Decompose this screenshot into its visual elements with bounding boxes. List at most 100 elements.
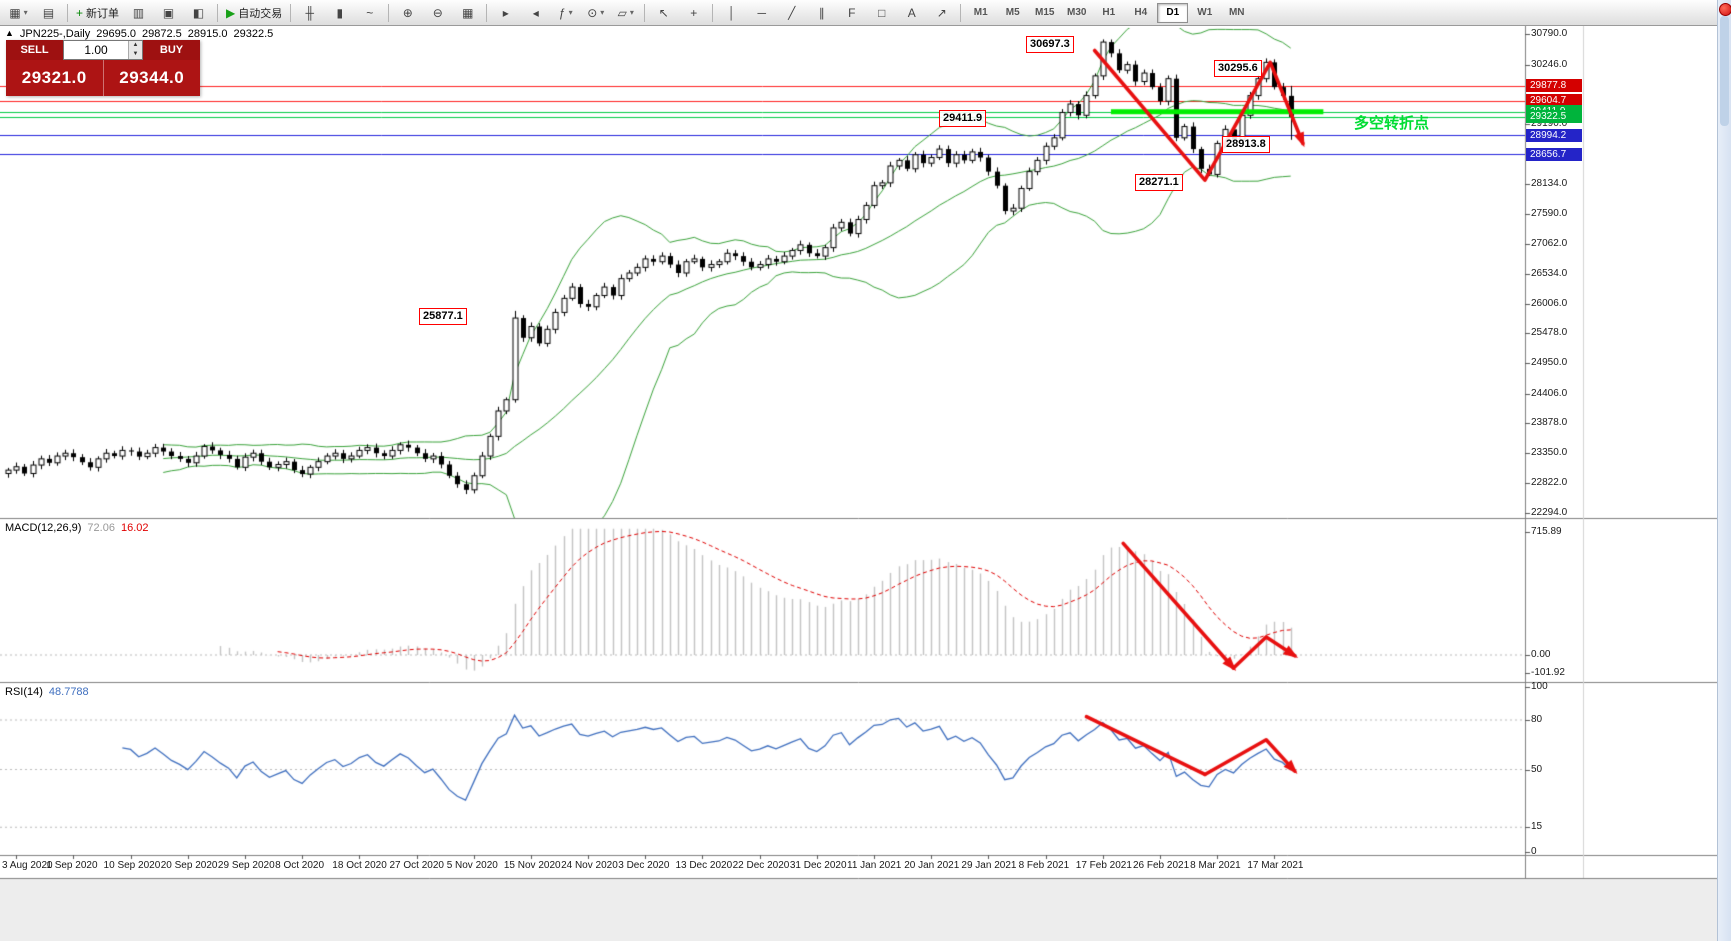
trendline-button[interactable]: ╱ xyxy=(777,2,806,24)
ohlc-high: 29872.5 xyxy=(142,28,182,40)
timeframe-m30[interactable]: M30 xyxy=(1067,7,1087,18)
line-chart-button[interactable]: ~ xyxy=(355,2,384,24)
channel-button[interactable]: ∥ xyxy=(807,2,836,24)
play-icon: ▶ xyxy=(226,5,236,20)
date-label: 31 Dec 2020 xyxy=(789,860,847,871)
indicators-button[interactable]: ƒ ▾ xyxy=(551,2,580,24)
rsi-name: RSI(14) xyxy=(5,686,43,698)
navigator-button[interactable]: ◧ xyxy=(184,2,213,24)
market-watch-button[interactable]: ▣ xyxy=(154,2,183,24)
price-badge: 29322.5 xyxy=(1526,110,1582,124)
date-label: 3 Dec 2020 xyxy=(618,860,670,871)
chart-list-button[interactable]: ▥ xyxy=(124,2,153,24)
auto-trading-button[interactable]: ▶ 自动交易 xyxy=(222,2,286,24)
date-label: 20 Jan 2021 xyxy=(904,860,960,871)
toolbar-separator xyxy=(290,3,292,22)
vertical-line-button[interactable]: │ xyxy=(717,2,746,24)
templates-button[interactable]: ▱ ▾ xyxy=(611,2,640,24)
timeframe-h4[interactable]: H4 xyxy=(1134,7,1148,18)
date-label: 11 Jan 2021 xyxy=(847,860,902,871)
candlestick-chart-button[interactable]: ▮ xyxy=(325,2,354,24)
rsi-tick: 80 xyxy=(1531,714,1543,725)
price-annotation: 28271.1 xyxy=(1135,174,1183,191)
zoom-in-icon: ⊕ xyxy=(402,5,413,20)
arrows-button[interactable]: ↗ xyxy=(927,2,956,24)
volume-input[interactable] xyxy=(64,41,128,59)
date-label: 26 Feb 2021 xyxy=(1132,860,1190,871)
date-label: 22 Dec 2020 xyxy=(732,860,790,871)
chart-canvas[interactable] xyxy=(0,26,1717,941)
sell-button[interactable]: 29321.0 xyxy=(6,60,104,96)
vline-icon: │ xyxy=(728,5,736,20)
macd-name: MACD(12,26,9) xyxy=(5,522,82,534)
buy-button[interactable]: 29344.0 xyxy=(103,60,200,96)
chart-shift-button[interactable]: ◂ xyxy=(521,2,550,24)
symbol-info: ▲ JPN225-,Daily 29695.0 29872.5 28915.0 … xyxy=(5,28,273,40)
timeframe-m1[interactable]: M1 xyxy=(973,7,988,18)
rsi-label: RSI(14) 48.7788 xyxy=(5,686,89,698)
navigator-icon: ◧ xyxy=(192,5,205,20)
toolbar-separator xyxy=(644,3,646,22)
tile-windows-button[interactable]: ▦ xyxy=(453,2,482,24)
timeframe-d1[interactable]: D1 xyxy=(1157,2,1189,23)
fibonacci-button[interactable]: F xyxy=(837,2,866,24)
price-tick: 22294.0 xyxy=(1531,506,1568,518)
timeframe-h1[interactable]: H1 xyxy=(1102,7,1116,18)
price-badge: 29604.7 xyxy=(1526,94,1582,108)
date-label: 15 Nov 2020 xyxy=(503,860,561,871)
price-tick: 24950.0 xyxy=(1531,357,1568,369)
date-label: 3 Aug 2020 xyxy=(2,860,53,871)
date-label: 1 Sep 2020 xyxy=(46,860,98,871)
price-annotation: 28913.8 xyxy=(1222,136,1270,153)
bar-chart-button[interactable]: ╫ xyxy=(295,2,324,24)
chart-region: ▲ JPN225-,Daily 29695.0 29872.5 28915.0 … xyxy=(0,26,1717,941)
new-order-button-label: 新订单 xyxy=(86,7,120,20)
text-icon: A xyxy=(907,5,916,20)
volume-down-button[interactable]: ▼ xyxy=(129,50,142,59)
price-tick: 23878.0 xyxy=(1531,417,1568,429)
toolbar-separator xyxy=(712,3,714,22)
price-annotation: 29411.9 xyxy=(939,110,987,127)
channel-icon: ∥ xyxy=(818,5,825,20)
timeframe-m15[interactable]: M15 xyxy=(1035,7,1055,18)
timeframe-mn[interactable]: MN xyxy=(1228,7,1245,18)
scrollbar-thumb[interactable] xyxy=(1720,16,1729,126)
date-label: 27 Oct 2020 xyxy=(389,860,444,871)
cursor-button[interactable]: ↖ xyxy=(649,2,678,24)
toolbar: ▦ ▾ ▤ + 新订单 ▥ ▣ ◧ ▶ 自动交易 ╫ ▮ ~ ⊕ ⊖ ▦ ▸ ◂ ƒ ▾ ⊙ ▾ ▱ ▾ ↖ + │ ─ ╱ ∥ F □ A ↗ M… xyxy=(0,0,1717,26)
vertical-scrollbar[interactable] xyxy=(1717,0,1731,941)
shapes-button[interactable]: □ xyxy=(867,2,896,24)
alert-icon[interactable] xyxy=(1719,3,1731,16)
crosshair-button[interactable]: + xyxy=(679,2,708,24)
chart-profiles-button[interactable]: ▤ xyxy=(34,2,63,24)
volume-up-button[interactable]: ▲ xyxy=(129,41,142,50)
price-tick: 30790.0 xyxy=(1531,28,1568,40)
date-label: 8 Feb 2021 xyxy=(1018,860,1070,871)
bars-icon: ╫ xyxy=(305,5,314,20)
turning-point-note: 多空转折点 xyxy=(1354,115,1430,132)
new-chart-button[interactable]: ▦ ▾ xyxy=(4,2,33,24)
toolbar-separator xyxy=(960,3,962,22)
horizontal-line-button[interactable]: ─ xyxy=(747,2,776,24)
timeframe-m5[interactable]: M5 xyxy=(1005,7,1020,18)
date-label: 8 Oct 2020 xyxy=(275,860,325,871)
date-label: 24 Nov 2020 xyxy=(561,860,618,871)
ohlc-open: 29695.0 xyxy=(96,28,136,40)
new-order-button[interactable]: + 新订单 xyxy=(72,2,123,24)
clock-icon: ⊙ xyxy=(587,5,598,20)
zoom-in-button[interactable]: ⊕ xyxy=(393,2,422,24)
text-button[interactable]: A xyxy=(897,2,926,24)
auto-scroll-button[interactable]: ▸ xyxy=(491,2,520,24)
price-badge: 28656.7 xyxy=(1526,147,1582,161)
timeframe-w1[interactable]: W1 xyxy=(1197,7,1213,18)
market-watch-icon: ▣ xyxy=(162,5,175,20)
price-tick: 28134.0 xyxy=(1531,177,1568,189)
price-tick: 30246.0 xyxy=(1531,58,1568,70)
buy-label: BUY xyxy=(143,40,200,60)
periods-button[interactable]: ⊙ ▾ xyxy=(581,2,610,24)
collapse-triangle-icon[interactable]: ▲ xyxy=(5,28,14,38)
date-label: 8 Mar 2021 xyxy=(1190,860,1241,871)
zoom-out-button[interactable]: ⊖ xyxy=(423,2,452,24)
rsi-tick: 0 xyxy=(1531,846,1537,857)
hline-icon: ─ xyxy=(757,5,766,20)
